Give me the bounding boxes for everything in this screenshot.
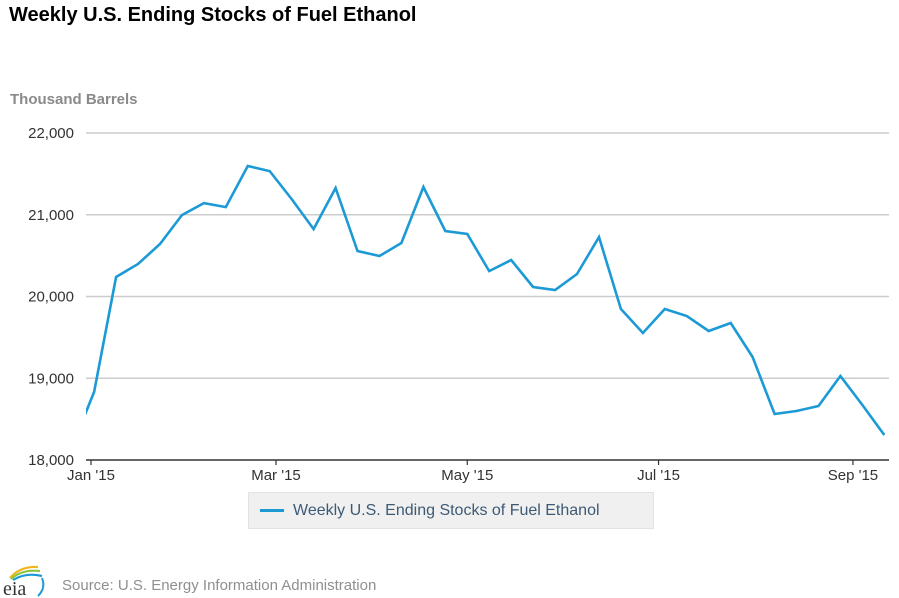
gridlines xyxy=(86,132,889,379)
legend-swatch xyxy=(260,509,284,512)
y-tick-label: 19,000 xyxy=(28,370,74,387)
y-tick-label: 22,000 xyxy=(28,125,74,142)
chart-title: Weekly U.S. Ending Stocks of Fuel Ethano… xyxy=(9,4,417,26)
source-note: Source: U.S. Energy Information Administ… xyxy=(62,577,377,594)
x-tick-label: Jan '15 xyxy=(67,467,115,484)
y-tick-label: 18,000 xyxy=(28,452,74,469)
x-axis: Jan '15 Mar '15 May '15 Jul '15 Sep '15 xyxy=(67,459,889,484)
y-tick-label: 21,000 xyxy=(28,207,74,224)
series-line xyxy=(86,164,886,436)
y-tick-label: 20,000 xyxy=(28,289,74,306)
y-axis-unit-label: Thousand Barrels xyxy=(10,91,138,108)
logo-text: eia xyxy=(3,578,26,598)
y-axis-ticks: 18,000 19,000 20,000 21,000 22,000 xyxy=(28,125,74,469)
eia-logo-icon: eia xyxy=(3,565,45,598)
series-group xyxy=(86,164,886,436)
x-tick-label: Sep '15 xyxy=(828,467,878,484)
legend-label: Weekly U.S. Ending Stocks of Fuel Ethano… xyxy=(293,501,600,519)
x-tick-label: May '15 xyxy=(441,467,493,484)
x-tick-label: Mar '15 xyxy=(251,467,301,484)
x-tick-label: Jul '15 xyxy=(637,467,680,484)
legend[interactable]: Weekly U.S. Ending Stocks of Fuel Ethano… xyxy=(248,492,654,529)
